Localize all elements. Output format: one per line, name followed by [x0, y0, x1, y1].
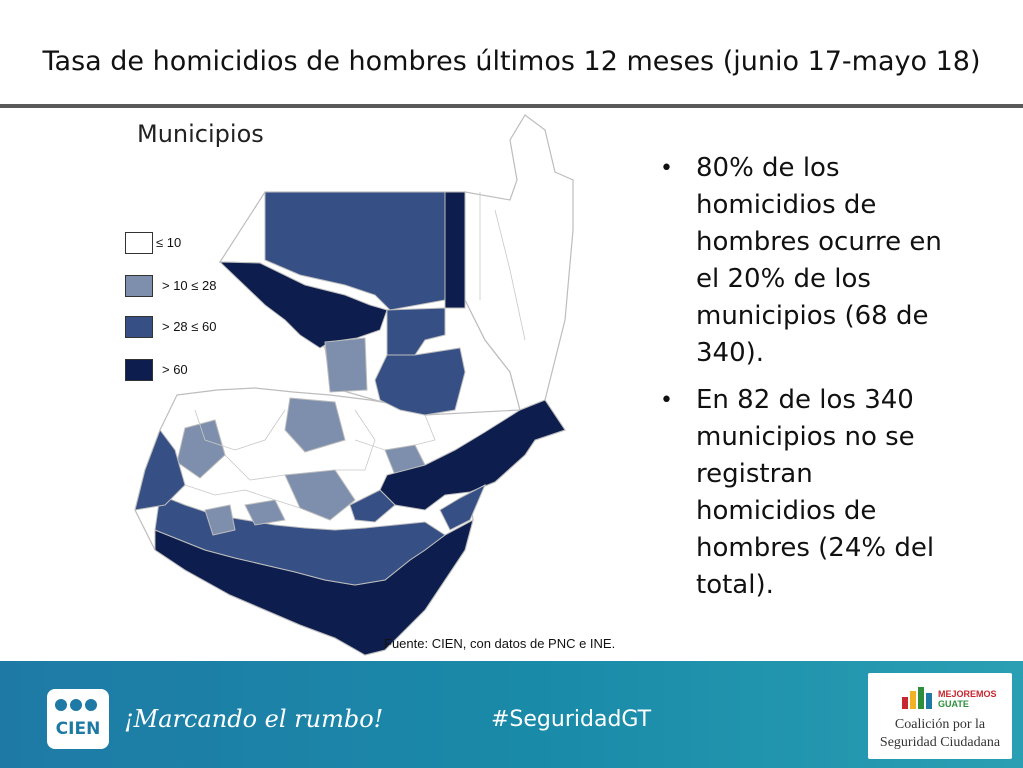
- map-region-west-mid: [134, 428, 186, 511]
- map-region-east-high: [379, 399, 566, 511]
- bullet-dot: •: [660, 388, 673, 413]
- source-note: Fuente: CIEN, con datos de PNC e INE.: [384, 636, 616, 651]
- legend-swatch-high: [125, 359, 153, 381]
- finding-item: • 80% de los homicidios de hombres ocurr…: [656, 150, 956, 372]
- legend-swatch-low: [125, 275, 153, 297]
- partner-text-line2: Seguridad Ciudadana: [879, 735, 1001, 750]
- map-region-peten-west-high: [218, 261, 388, 349]
- partner-text-line1: Coalición por la: [894, 717, 986, 732]
- map-region-light-2: [284, 397, 346, 453]
- key-findings-list: • 80% de los homicidios de hombres ocurr…: [656, 150, 956, 614]
- legend-swatch-mid: [125, 316, 153, 338]
- legend-label-low: > 10 ≤ 28: [162, 278, 217, 293]
- municipal-boundaries: [184, 192, 526, 509]
- cien-logo-text: CIEN: [55, 719, 101, 739]
- partner-hands-icon: [902, 687, 932, 709]
- map-region-light-6: [244, 499, 286, 526]
- partner-brand-line2: GUATE: [938, 699, 969, 709]
- legend-label-mid: > 28 ≤ 60: [162, 319, 217, 334]
- guatemala-municipal-map: [134, 114, 574, 656]
- cien-logo: CIEN: [47, 689, 109, 749]
- partner-brand-line1: MEJOREMOS: [938, 689, 997, 699]
- bullet-dot: •: [660, 156, 673, 181]
- footer-slogan: ¡Marcando el rumbo!: [124, 705, 384, 733]
- title-divider: [0, 104, 1023, 108]
- footer-hashtag: #SeguridadGT: [491, 707, 652, 732]
- map-region-east-mid: [439, 483, 487, 531]
- map-region-light-4: [284, 469, 356, 521]
- footer-bar: CIEN ¡Marcando el rumbo! #SeguridadGT ME…: [0, 661, 1023, 768]
- legend-swatch-lowest: [125, 232, 153, 254]
- map-label-municipios: Municipios: [137, 120, 264, 148]
- map-region-east-strip: [464, 114, 574, 411]
- map-panel: Municipios ≤ 10 > 10 ≤ 28 > 28 ≤ 60 > 60…: [125, 110, 655, 660]
- map-region-center-mid: [349, 489, 396, 523]
- map-region-peten-high: [444, 191, 466, 309]
- map-region-light-3: [176, 419, 226, 479]
- map-region-light-1: [324, 337, 368, 393]
- finding-item: • En 82 de los 340 municipios no se regi…: [656, 382, 956, 604]
- map-region-light-7: [204, 504, 236, 536]
- slide-title: Tasa de homicidios de hombres últimos 12…: [42, 46, 981, 77]
- finding-text: En 82 de los 340 municipios no se regist…: [696, 385, 935, 600]
- legend-label-lowest: ≤ 10: [156, 235, 182, 250]
- finding-text: 80% de los homicidios de hombres ocurre …: [696, 153, 942, 368]
- partner-logo: MEJOREMOS GUATE Coalición por la Segurid…: [868, 673, 1012, 759]
- map-region-peten-lower-mid: [374, 347, 466, 416]
- legend-label-high: > 60: [162, 362, 188, 377]
